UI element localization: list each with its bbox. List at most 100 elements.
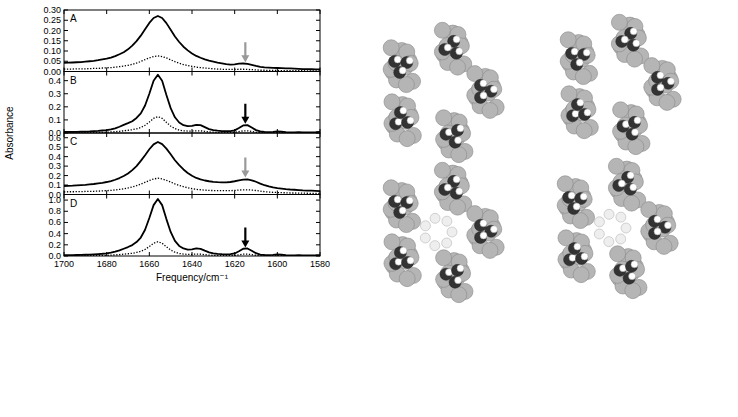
y-tick-label: 0.2 xyxy=(48,240,61,250)
atom xyxy=(442,216,452,226)
y-tick-label: 0.10 xyxy=(43,46,61,56)
atom xyxy=(430,241,440,251)
atom xyxy=(482,242,498,258)
atom xyxy=(394,56,401,63)
atom xyxy=(621,36,628,43)
atom xyxy=(439,184,451,196)
atom xyxy=(573,203,580,210)
spectrum-line xyxy=(64,199,320,256)
atom xyxy=(390,258,402,270)
y-tick xyxy=(316,185,320,186)
x-tick xyxy=(149,252,150,256)
y-tick-label: 0.6 xyxy=(48,217,61,227)
atom xyxy=(627,172,634,179)
figure: 0.000.050.100.150.200.250.30A0.00.10.20.… xyxy=(0,0,738,417)
x-tick xyxy=(234,195,235,199)
y-tick xyxy=(64,175,68,176)
y-tick-label: 0.3 xyxy=(48,161,61,171)
atom xyxy=(572,110,579,117)
y-tick xyxy=(64,40,68,41)
y-tick xyxy=(64,51,68,52)
atom xyxy=(629,116,641,128)
atom xyxy=(398,77,414,93)
molecule-model xyxy=(383,22,504,162)
y-tick xyxy=(316,10,320,11)
y-tick-label: 0.4 xyxy=(48,152,61,162)
atom xyxy=(482,102,498,118)
atom xyxy=(604,237,614,247)
atom xyxy=(563,191,575,203)
atom xyxy=(457,125,464,132)
atom xyxy=(617,120,629,132)
y-tick-label: 0.2 xyxy=(48,171,61,181)
atom xyxy=(571,58,583,70)
atom xyxy=(616,36,628,48)
atom xyxy=(399,271,415,287)
y-tick-label: 0.4 xyxy=(48,76,61,86)
atom xyxy=(430,213,440,223)
atom xyxy=(649,227,661,239)
atom xyxy=(564,254,576,266)
atom xyxy=(434,22,450,38)
y-tick xyxy=(64,93,68,94)
x-tick xyxy=(234,72,235,76)
x-tick-label: 1660 xyxy=(139,259,159,269)
y-tick xyxy=(316,244,320,245)
atom xyxy=(440,128,452,140)
arrow xyxy=(241,157,249,177)
y-axis-title: Absorbance xyxy=(4,106,15,160)
x-tick xyxy=(234,10,235,14)
x-tick xyxy=(192,10,193,14)
y-tick xyxy=(316,222,320,223)
y-tick xyxy=(64,147,68,148)
atom xyxy=(395,258,402,265)
plot-area xyxy=(64,142,320,193)
x-tick xyxy=(192,191,193,195)
atom xyxy=(407,117,414,124)
y-tick xyxy=(64,119,68,120)
atom xyxy=(444,184,451,191)
atom xyxy=(434,184,450,200)
x-tick xyxy=(149,191,150,195)
panel-letter: B xyxy=(70,75,77,86)
y-tick xyxy=(316,80,320,81)
atom xyxy=(571,99,583,111)
y-tick xyxy=(316,30,320,31)
atom xyxy=(394,247,406,259)
x-tick xyxy=(64,195,65,199)
atom xyxy=(557,176,573,192)
atom xyxy=(633,40,640,47)
atom xyxy=(573,267,589,283)
x-tick xyxy=(192,68,193,72)
spectrum-line xyxy=(64,16,320,70)
atom xyxy=(398,217,414,233)
atom xyxy=(452,124,464,136)
atom xyxy=(480,232,487,239)
atom xyxy=(610,246,626,262)
atom xyxy=(656,238,672,254)
y-tick xyxy=(316,20,320,21)
y-tick xyxy=(64,156,68,157)
atom xyxy=(383,180,399,196)
x-tick xyxy=(106,133,107,137)
atom xyxy=(455,277,462,284)
atom xyxy=(456,48,463,55)
plot-area xyxy=(64,199,320,256)
arrow-shaft xyxy=(244,42,246,57)
atom xyxy=(399,67,406,74)
atom xyxy=(444,44,451,51)
y-tick xyxy=(316,51,320,52)
y-tick-label: 0.4 xyxy=(48,229,61,239)
y-tick xyxy=(64,20,68,21)
atom xyxy=(480,220,487,227)
atom xyxy=(618,180,625,187)
atom xyxy=(399,131,415,147)
y-tick xyxy=(316,137,320,138)
plot-area xyxy=(64,75,320,133)
spectrum-line xyxy=(64,56,320,71)
y-tick xyxy=(64,222,68,223)
atom xyxy=(611,36,627,52)
atom xyxy=(453,176,460,183)
y-tick-label: 0.15 xyxy=(43,36,61,46)
atom xyxy=(566,47,578,59)
